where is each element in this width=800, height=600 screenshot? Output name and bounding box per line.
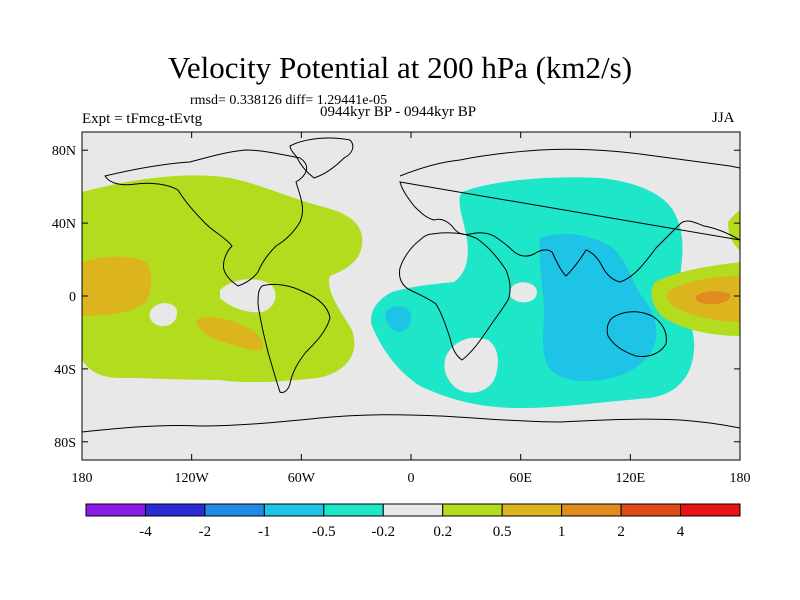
colorbar-label: -1 xyxy=(258,524,271,540)
coastline-eurasia xyxy=(399,148,740,283)
lat-tick-label: 80N xyxy=(52,144,76,159)
field-hole-south-africa xyxy=(444,337,498,393)
coastline-greenland xyxy=(289,137,354,179)
axis-layer: 180 120W 60W 0 60E 120E 180 80N 40N 0 40S 80S xyxy=(52,132,751,486)
colorbar-label: -4 xyxy=(139,524,152,540)
lon-tick-label: 120E xyxy=(616,471,646,486)
coastline-antarctica xyxy=(82,414,740,433)
lat-tick-label: 40S xyxy=(54,363,76,378)
season-label: JJA xyxy=(712,110,735,126)
lat-tick-label: 0 xyxy=(69,290,76,305)
lat-tick-label: 80S xyxy=(54,436,76,451)
colorbar-label: 1 xyxy=(558,524,566,540)
colorbar-swatch xyxy=(382,503,444,517)
colorbar-swatch xyxy=(204,503,265,517)
lat-tick-label: 40N xyxy=(52,217,76,232)
colorbar-swatch xyxy=(263,503,325,517)
period-label: 0944kyr BP - 0944kyr BP xyxy=(320,104,477,120)
coastline-south-america xyxy=(257,283,331,393)
field-region-west-pacific-americas-positive xyxy=(82,175,363,383)
field-hole-arabian-sea xyxy=(509,282,537,303)
field-region-maritime-continent-min xyxy=(539,233,657,382)
colorbar-label: 0.2 xyxy=(433,524,452,540)
lon-tick-label: 0 xyxy=(408,471,415,486)
coastline-australia xyxy=(606,311,667,357)
colorbar-swatch xyxy=(620,503,682,517)
field-region-south-atlantic-max xyxy=(196,317,264,351)
field-hole-east-pacific xyxy=(149,303,178,327)
lon-tick-label: 60E xyxy=(509,471,532,486)
coastline-north-america xyxy=(104,149,308,287)
stats-line: rmsd= 0.338126 diff= 1.29441e-05 xyxy=(190,93,388,108)
colorbar-label: 0.5 xyxy=(493,524,512,540)
field-region-gulf-of-guinea-min xyxy=(385,306,412,332)
field-region-east-pacific-max xyxy=(82,256,152,316)
colorbar-swatch xyxy=(561,503,622,517)
colorbar-swatch xyxy=(442,503,503,517)
field-region-dateline-core xyxy=(695,291,731,304)
colorbar-swatch xyxy=(501,503,563,517)
experiment-label: Expt = tFmcg-tEvtg xyxy=(82,111,203,127)
coastlines xyxy=(82,137,740,433)
coastline-africa xyxy=(399,232,511,361)
lon-tick-label: 180 xyxy=(730,471,751,486)
colorbar-swatch xyxy=(680,503,741,517)
lon-tick-label: 60W xyxy=(288,471,316,486)
colorbar-swatch xyxy=(323,503,384,517)
velocity-potential-field xyxy=(82,175,740,408)
colorbar-label: -0.5 xyxy=(312,524,336,540)
field-region-west-pacific-edge xyxy=(728,210,740,250)
map-title: Velocity Potential at 200 hPa (km2/s) xyxy=(167,50,633,85)
lon-tick-label: 180 xyxy=(72,471,93,486)
colorbar: -4 -2 -1 -0.5 -0.2 0.2 0.5 1 2 4 xyxy=(85,503,741,540)
colorbar-label: 2 xyxy=(617,524,625,540)
colorbar-label: -2 xyxy=(199,524,212,540)
lon-tick-label: 120W xyxy=(175,471,210,486)
field-hole-caribbean xyxy=(220,279,276,313)
colorbar-label: 4 xyxy=(677,524,685,540)
colorbar-label: -0.2 xyxy=(371,524,395,540)
colorbar-swatch xyxy=(85,503,146,517)
colorbar-swatch xyxy=(144,503,206,517)
